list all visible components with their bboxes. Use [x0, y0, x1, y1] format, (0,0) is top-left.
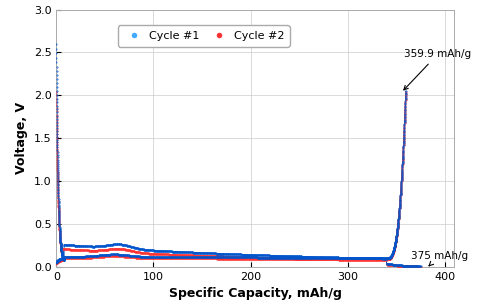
- Y-axis label: Voltage, V: Voltage, V: [15, 102, 28, 174]
- X-axis label: Specific Capacity, mAh/g: Specific Capacity, mAh/g: [169, 287, 342, 300]
- Text: 359.9 mAh/g: 359.9 mAh/g: [404, 49, 471, 90]
- Legend: Cycle #1, Cycle #2: Cycle #1, Cycle #2: [118, 25, 289, 47]
- Text: 375 mAh/g: 375 mAh/g: [411, 251, 468, 266]
